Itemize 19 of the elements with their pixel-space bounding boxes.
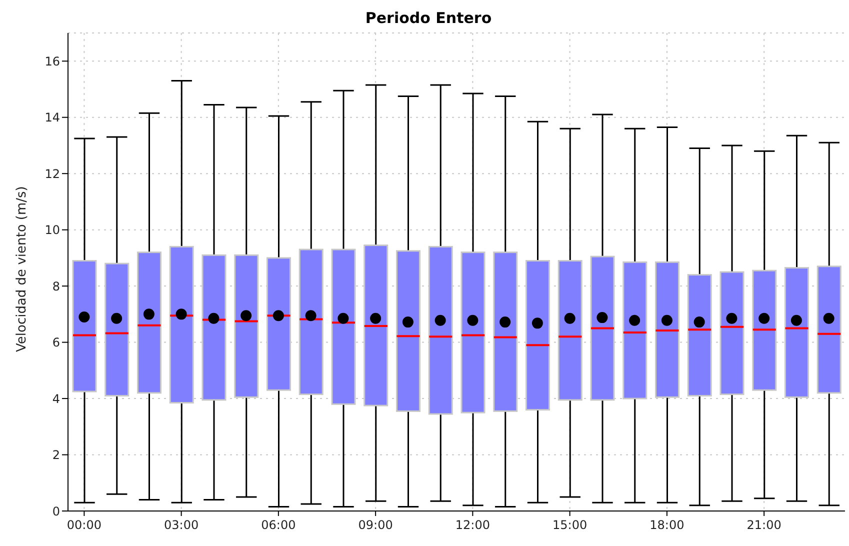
chart-title: Periodo Entero (364, 8, 493, 28)
x-tick-label: 21:00 (746, 518, 782, 532)
y-tick-label: 0 (52, 504, 60, 518)
y-tick-label: 2 (52, 448, 60, 462)
x-tick-label: 06:00 (261, 518, 296, 532)
y-tick-label: 6 (52, 336, 60, 350)
x-tick-label: 03:00 (164, 518, 199, 532)
y-tick-label: 14 (44, 110, 60, 125)
x-tick-label: 15:00 (552, 518, 588, 532)
x-tick-label: 12:00 (455, 518, 490, 532)
y-axis-title: Velocidad de viento (m/s) (14, 186, 30, 352)
y-tick-label: 8 (52, 279, 60, 294)
x-tick-label: 00:00 (66, 518, 102, 532)
x-tick-label: 09:00 (358, 518, 393, 532)
y-tick-label: 12 (44, 166, 60, 181)
y-tick-label: 16 (44, 54, 60, 68)
y-tick-label: 4 (52, 392, 60, 406)
x-tick-label: 18:00 (650, 518, 684, 532)
y-tick-label: 10 (44, 223, 60, 238)
